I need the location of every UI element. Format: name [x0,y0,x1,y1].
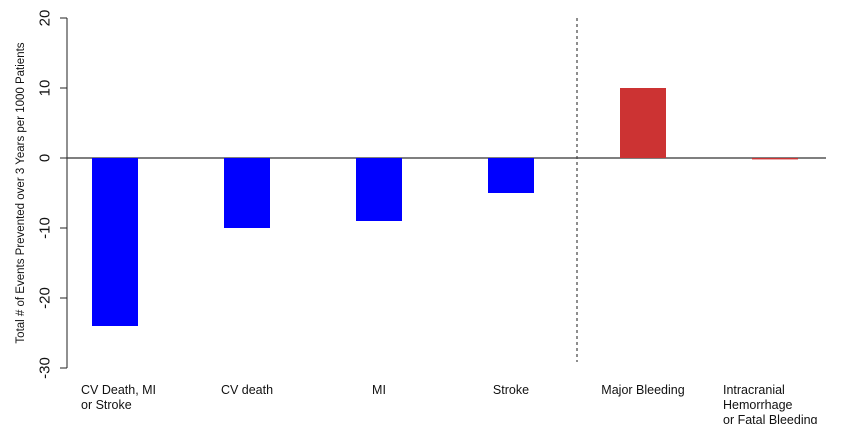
y-tick-label-3: -10 [37,217,54,239]
category-label-2: MI [372,383,386,397]
category-labels: CV Death, MI or Stroke CV death MI Stroke Maj… [81,383,818,424]
category-label-0: CV Death, MI or Stroke [81,383,156,412]
bar-5 [752,158,798,160]
bar-0 [92,158,138,326]
y-tick-label-1: 10 [37,80,54,97]
bar-4 [620,88,666,158]
y-tick-label-0: 20 [37,10,54,27]
y-axis-title: Total # of Events Prevented over 3 Years… [15,42,27,343]
bars [92,88,798,326]
category-label-1: CV death [221,383,273,397]
bar-2 [356,158,402,221]
y-tick-label-5: -30 [37,357,54,379]
category-label-3: Stroke [493,383,529,397]
bar-1 [224,158,270,228]
category-label-4: Major Bleeding [601,383,684,397]
y-axis: 20 10 0 -10 -20 -30 [37,10,68,379]
bar-3 [488,158,534,193]
category-label-5: Intracranial Hemorrhage or Fatal Bleeding [723,383,818,424]
y-tick-label-4: -20 [37,287,54,309]
y-tick-label-2: 0 [37,154,54,162]
